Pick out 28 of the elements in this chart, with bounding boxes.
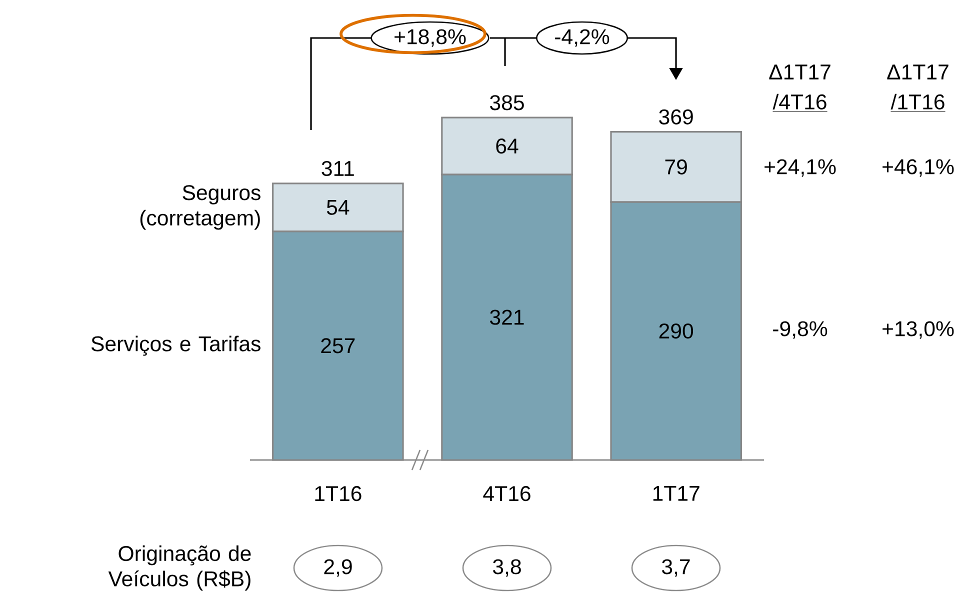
text: +46,1% <box>882 159 954 177</box>
text: 3,7 <box>662 559 690 577</box>
data-label: 290 <box>659 324 694 339</box>
text: -4,2% <box>555 29 610 47</box>
total-label: 369 <box>659 109 693 124</box>
text: Originação de Veículos (R$B) <box>108 545 251 591</box>
x-tick-label: 4T16 <box>483 486 530 502</box>
text: Δ1T17 <box>769 64 830 80</box>
text: +13,0% <box>882 321 954 339</box>
series-label: Seguros (corretagem) <box>140 185 260 230</box>
data-label: 321 <box>490 310 524 325</box>
text: /4T16 <box>772 94 826 110</box>
text: -9,8% <box>773 321 828 339</box>
data-label: 54 <box>326 200 350 215</box>
text: +24,1% <box>764 159 836 177</box>
total-label: 385 <box>490 95 524 110</box>
total-label: 311 <box>322 160 354 176</box>
x-tick-label: 1T16 <box>315 486 362 502</box>
text: +18,8% <box>394 29 466 47</box>
x-tick-label: 1T17 <box>653 486 700 501</box>
data-label: 257 <box>321 338 355 354</box>
text: 3,8 <box>492 559 521 577</box>
series-label: Serviços e Tarifas <box>91 336 260 356</box>
data-label: 64 <box>496 138 518 154</box>
text: Δ1T17 <box>887 64 948 80</box>
text: /1T16 <box>890 94 944 110</box>
text: 2,9 <box>324 559 352 577</box>
data-label: 79 <box>665 159 687 175</box>
